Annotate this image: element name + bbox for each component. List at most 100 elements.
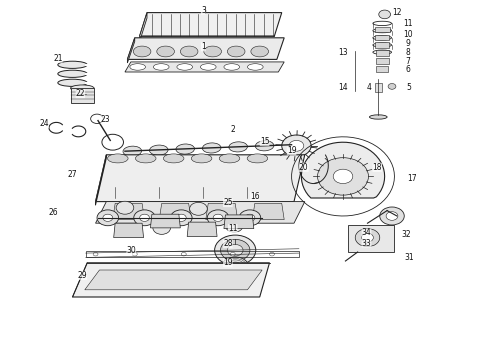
Circle shape: [227, 244, 243, 256]
Circle shape: [282, 135, 311, 157]
Ellipse shape: [369, 115, 387, 119]
Text: 21: 21: [53, 54, 63, 63]
Polygon shape: [96, 155, 305, 202]
Circle shape: [207, 210, 229, 226]
Ellipse shape: [200, 64, 216, 70]
Circle shape: [239, 210, 261, 226]
Polygon shape: [113, 203, 145, 220]
Text: 30: 30: [126, 246, 136, 256]
Ellipse shape: [224, 64, 240, 70]
Ellipse shape: [227, 46, 245, 57]
Polygon shape: [114, 223, 144, 238]
Polygon shape: [85, 270, 262, 290]
Ellipse shape: [58, 79, 87, 86]
Circle shape: [230, 252, 235, 256]
Text: 2: 2: [230, 125, 235, 134]
Polygon shape: [96, 202, 305, 223]
Text: 9: 9: [405, 40, 410, 49]
Ellipse shape: [153, 64, 169, 70]
Text: 11: 11: [403, 19, 413, 28]
Circle shape: [134, 210, 155, 226]
Polygon shape: [159, 203, 191, 220]
Ellipse shape: [255, 141, 274, 151]
Ellipse shape: [176, 144, 195, 154]
Circle shape: [140, 214, 149, 221]
Text: 19: 19: [223, 258, 233, 267]
Polygon shape: [187, 222, 217, 237]
Circle shape: [318, 158, 368, 195]
Circle shape: [220, 239, 250, 261]
Text: 3: 3: [201, 5, 206, 14]
Text: 10: 10: [403, 30, 413, 39]
Text: 18: 18: [372, 163, 382, 172]
Ellipse shape: [191, 154, 212, 163]
Ellipse shape: [58, 61, 87, 68]
Text: 11: 11: [228, 224, 238, 233]
Ellipse shape: [133, 46, 151, 57]
Text: 31: 31: [404, 253, 414, 262]
Text: 22: 22: [75, 89, 85, 98]
Polygon shape: [127, 38, 135, 63]
Ellipse shape: [204, 46, 221, 57]
Ellipse shape: [229, 142, 247, 152]
Ellipse shape: [180, 46, 198, 57]
Circle shape: [270, 252, 274, 256]
Polygon shape: [140, 13, 147, 41]
Ellipse shape: [123, 146, 142, 156]
Circle shape: [379, 10, 391, 19]
Bar: [375, 35, 390, 40]
Text: 19: 19: [287, 146, 296, 156]
Polygon shape: [206, 203, 238, 220]
Text: 17: 17: [407, 174, 416, 183]
Ellipse shape: [58, 70, 87, 77]
Ellipse shape: [163, 154, 184, 163]
Circle shape: [97, 210, 119, 226]
Circle shape: [215, 235, 256, 265]
Ellipse shape: [107, 154, 128, 163]
Bar: [376, 50, 389, 56]
Ellipse shape: [251, 46, 269, 57]
Ellipse shape: [135, 154, 156, 163]
Circle shape: [176, 214, 186, 221]
Text: 26: 26: [48, 208, 58, 217]
Ellipse shape: [202, 143, 221, 153]
Polygon shape: [140, 13, 282, 36]
Text: 8: 8: [405, 48, 410, 57]
Text: 33: 33: [362, 238, 371, 248]
Polygon shape: [96, 155, 106, 205]
Circle shape: [228, 262, 242, 272]
Text: 28: 28: [223, 239, 233, 248]
Bar: [86, 251, 299, 257]
Circle shape: [289, 140, 304, 151]
Circle shape: [190, 202, 207, 215]
Polygon shape: [125, 62, 284, 72]
Circle shape: [380, 207, 404, 225]
Polygon shape: [252, 203, 284, 220]
Circle shape: [103, 214, 113, 221]
Circle shape: [171, 210, 192, 226]
Text: 13: 13: [338, 48, 348, 57]
Ellipse shape: [71, 85, 94, 91]
Text: 6: 6: [405, 65, 410, 74]
Bar: [348, 225, 394, 252]
Circle shape: [153, 221, 171, 234]
Text: 29: 29: [77, 271, 87, 280]
Text: 20: 20: [299, 163, 309, 172]
Polygon shape: [127, 38, 284, 59]
Polygon shape: [73, 263, 270, 297]
Ellipse shape: [247, 64, 263, 70]
Ellipse shape: [177, 64, 193, 70]
Text: 25: 25: [223, 198, 233, 207]
Text: 24: 24: [39, 120, 49, 129]
Bar: [376, 66, 389, 72]
Text: 34: 34: [362, 229, 371, 238]
Text: 12: 12: [392, 8, 402, 17]
Circle shape: [93, 252, 98, 256]
Text: 1: 1: [201, 42, 206, 51]
Polygon shape: [224, 215, 254, 229]
Text: 7: 7: [405, 57, 410, 66]
Bar: [375, 42, 389, 48]
Circle shape: [181, 252, 186, 256]
Text: 4: 4: [367, 83, 371, 92]
Ellipse shape: [157, 46, 174, 57]
